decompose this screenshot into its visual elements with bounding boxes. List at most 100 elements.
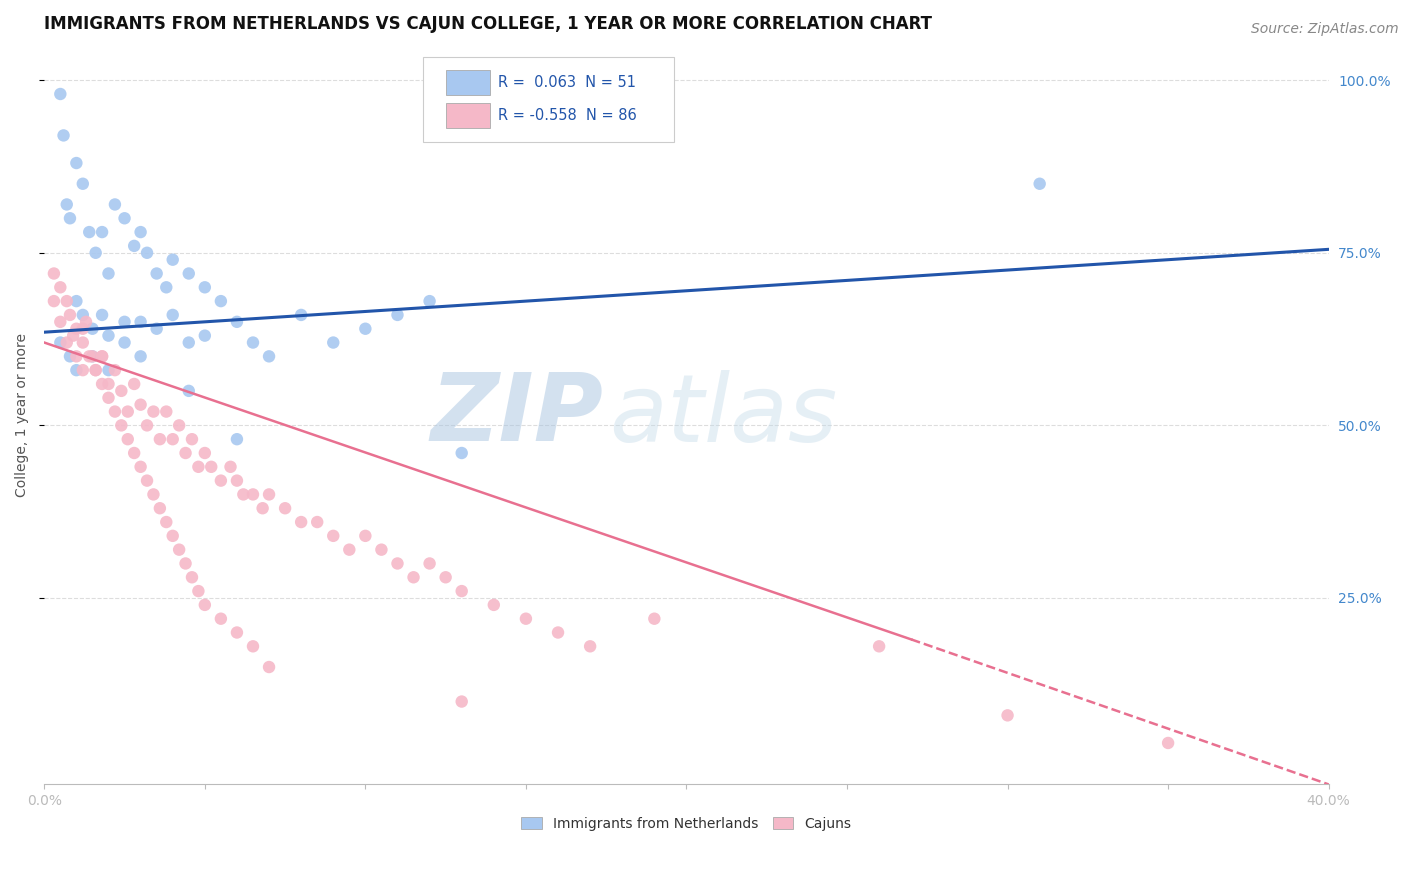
Point: [232, 487, 254, 501]
Text: IMMIGRANTS FROM NETHERLANDS VS CAJUN COLLEGE, 1 YEAR OR MORE CORRELATION CHART: IMMIGRANTS FROM NETHERLANDS VS CAJUN COL…: [44, 15, 932, 33]
Point: [181, 432, 204, 446]
Point: [226, 625, 249, 640]
Point: [59, 308, 82, 322]
Point: [187, 459, 209, 474]
Point: [579, 640, 602, 654]
Point: [290, 308, 312, 322]
Point: [110, 384, 132, 398]
Legend: Immigrants from Netherlands, Cajuns: Immigrants from Netherlands, Cajuns: [516, 812, 858, 837]
Point: [91, 225, 114, 239]
Point: [122, 376, 145, 391]
Point: [226, 315, 249, 329]
Point: [242, 640, 264, 654]
Point: [145, 267, 167, 281]
Point: [104, 197, 127, 211]
Point: [77, 349, 100, 363]
Point: [55, 294, 77, 309]
Point: [97, 363, 120, 377]
Point: [114, 211, 136, 226]
Point: [177, 384, 200, 398]
Point: [129, 459, 152, 474]
Point: [450, 446, 472, 460]
Point: [149, 501, 172, 516]
Point: [200, 459, 222, 474]
Point: [162, 308, 184, 322]
Point: [117, 432, 139, 446]
Point: [155, 515, 177, 529]
Point: [307, 515, 329, 529]
Y-axis label: College, 1 year or more: College, 1 year or more: [15, 333, 30, 497]
Point: [91, 349, 114, 363]
Point: [52, 128, 75, 143]
Point: [1157, 736, 1180, 750]
Point: [55, 335, 77, 350]
Point: [65, 322, 87, 336]
Point: [65, 349, 87, 363]
Point: [419, 557, 441, 571]
Point: [97, 267, 120, 281]
FancyBboxPatch shape: [446, 70, 489, 95]
Point: [167, 418, 190, 433]
Point: [84, 363, 107, 377]
Point: [49, 87, 72, 101]
Point: [72, 335, 94, 350]
Point: [110, 418, 132, 433]
Point: [997, 708, 1019, 723]
Point: [162, 529, 184, 543]
Point: [209, 612, 232, 626]
Point: [174, 557, 197, 571]
Point: [257, 487, 280, 501]
Point: [155, 280, 177, 294]
Point: [82, 349, 104, 363]
Point: [242, 335, 264, 350]
Point: [55, 197, 77, 211]
Point: [387, 308, 409, 322]
Point: [142, 404, 165, 418]
Point: [194, 280, 217, 294]
Point: [84, 245, 107, 260]
Text: ZIP: ZIP: [430, 369, 603, 461]
Point: [162, 432, 184, 446]
Point: [59, 349, 82, 363]
Point: [337, 542, 360, 557]
Point: [129, 398, 152, 412]
Point: [290, 515, 312, 529]
Point: [450, 694, 472, 708]
Point: [142, 487, 165, 501]
Point: [91, 349, 114, 363]
Text: Source: ZipAtlas.com: Source: ZipAtlas.com: [1251, 22, 1399, 37]
Point: [177, 335, 200, 350]
Point: [181, 570, 204, 584]
Point: [65, 363, 87, 377]
Text: atlas: atlas: [609, 369, 838, 460]
Point: [274, 501, 297, 516]
Point: [434, 570, 457, 584]
Point: [129, 315, 152, 329]
Point: [194, 598, 217, 612]
Point: [187, 584, 209, 599]
Point: [177, 267, 200, 281]
Point: [322, 335, 344, 350]
Point: [1028, 177, 1050, 191]
Text: R =  0.063  N = 51: R = 0.063 N = 51: [498, 75, 636, 90]
Point: [219, 459, 242, 474]
Point: [209, 474, 232, 488]
Point: [42, 294, 65, 309]
Point: [62, 328, 84, 343]
Point: [174, 446, 197, 460]
Point: [65, 156, 87, 170]
Point: [97, 328, 120, 343]
Point: [72, 363, 94, 377]
Point: [42, 267, 65, 281]
Point: [49, 335, 72, 350]
Point: [194, 446, 217, 460]
Point: [868, 640, 890, 654]
Point: [91, 308, 114, 322]
Point: [136, 418, 159, 433]
Point: [97, 376, 120, 391]
Point: [370, 542, 392, 557]
Point: [242, 487, 264, 501]
Point: [49, 280, 72, 294]
Point: [162, 252, 184, 267]
Point: [167, 542, 190, 557]
